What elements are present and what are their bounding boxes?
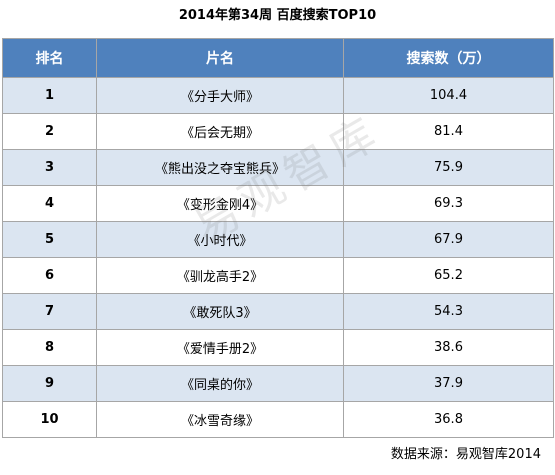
table-body: 1 《分手大师》 104.4 2 《后会无期》 81.4 3 《熊出没之夺宝熊兵》 75.9 4 《… — [2, 77, 554, 438]
title-cell: 《熊出没之夺宝熊兵》 — [96, 149, 344, 186]
search-count-cell: 38.6 — [343, 329, 554, 366]
data-source-note: 数据来源：易观智库2014 — [390, 447, 541, 462]
rank-cell: 6 — [2, 257, 97, 294]
title-cell: 《变形金刚4》 — [96, 185, 344, 222]
rank-cell: 8 — [2, 329, 97, 366]
search-count-cell: 54.3 — [343, 293, 554, 330]
title-cell: 《分手大师》 — [96, 77, 344, 114]
search-count-cell: 81.4 — [343, 113, 554, 150]
rank-cell: 4 — [2, 185, 97, 222]
rank-cell: 1 — [2, 77, 97, 114]
table-row: 4 《变形金刚4》 69.3 — [2, 185, 554, 222]
table-row: 1 《分手大师》 104.4 — [2, 77, 554, 114]
title-cell: 《敢死队3》 — [96, 293, 344, 330]
search-count-cell: 65.2 — [343, 257, 554, 294]
rank-cell: 7 — [2, 293, 97, 330]
rank-cell: 5 — [2, 221, 97, 258]
search-count-cell: 67.9 — [343, 221, 554, 258]
title-cell: 《冰雪奇缘》 — [96, 401, 344, 438]
table-row: 7 《敢死队3》 54.3 — [2, 293, 554, 330]
search-count-cell: 37.9 — [343, 365, 554, 402]
title-cell: 《爱情手册2》 — [96, 329, 344, 366]
table-row: 6 《驯龙高手2》 65.2 — [2, 257, 554, 294]
table-header-row: 排名 片名 搜索数（万） — [2, 38, 554, 78]
column-header-title: 片名 — [96, 38, 344, 78]
chart-title: 2014年第34周 百度搜索TOP10 — [178, 8, 377, 23]
title-cell: 《驯龙高手2》 — [96, 257, 344, 294]
rank-cell: 3 — [2, 149, 97, 186]
search-count-cell: 104.4 — [343, 77, 554, 114]
table-row: 10 《冰雪奇缘》 36.8 — [2, 401, 554, 438]
title-cell: 《小时代》 — [96, 221, 344, 258]
table-row: 8 《爱情手册2》 38.6 — [2, 329, 554, 366]
table-row: 5 《小时代》 67.9 — [2, 221, 554, 258]
title-cell: 《后会无期》 — [96, 113, 344, 150]
rank-cell: 10 — [2, 401, 97, 438]
search-count-cell: 36.8 — [343, 401, 554, 438]
rank-cell: 9 — [2, 365, 97, 402]
table-row: 9 《同桌的你》 37.9 — [2, 365, 554, 402]
table-row: 2 《后会无期》 81.4 — [2, 113, 554, 150]
ranking-table: 排名 片名 搜索数（万） 1 《分手大师》 104.4 2 《后会无期》 81.4 3 《熊出… — [2, 38, 554, 438]
search-count-cell: 69.3 — [343, 185, 554, 222]
table-row: 3 《熊出没之夺宝熊兵》 75.9 — [2, 149, 554, 186]
column-header-rank: 排名 — [2, 38, 97, 78]
title-cell: 《同桌的你》 — [96, 365, 344, 402]
column-header-searches: 搜索数（万） — [343, 38, 554, 78]
search-count-cell: 75.9 — [343, 149, 554, 186]
rank-cell: 2 — [2, 113, 97, 150]
